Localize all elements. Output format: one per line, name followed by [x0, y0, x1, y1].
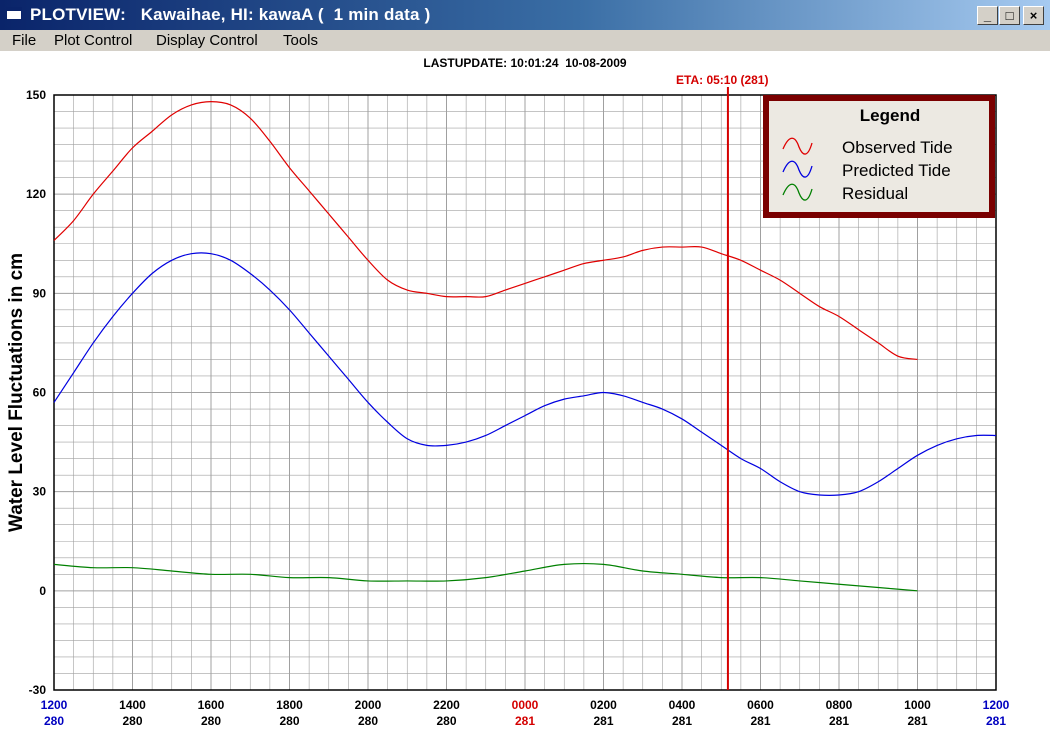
x-tick-day: 281 [750, 714, 770, 728]
x-tick-day: 280 [44, 714, 64, 728]
x-tick-day: 281 [593, 714, 613, 728]
close-button[interactable]: × [1023, 6, 1044, 25]
x-tick-time: 0400 [669, 698, 696, 712]
legend-box: Legend Observed Tide Predicted Tide Residua… [763, 95, 995, 218]
menu-plot-control[interactable]: Plot Control [54, 32, 133, 49]
x-tick-time: 1200 [983, 698, 1010, 712]
series-residual-line [53, 562, 918, 592]
x-tick-day: 281 [907, 714, 927, 728]
series-observed-tide-line [53, 101, 918, 361]
x-tick-time: 0000 [512, 698, 539, 712]
menu-tools[interactable]: Tools [283, 32, 319, 49]
x-tick-day: 281 [829, 714, 849, 728]
legend-frame [763, 95, 995, 218]
menu-display-control[interactable]: Display Control [156, 32, 258, 49]
series-predicted-tide-line [53, 252, 997, 496]
legend-entry-label: Predicted Tide [842, 161, 951, 180]
x-tick-day: 280 [358, 714, 378, 728]
x-tick-day: 281 [515, 714, 535, 728]
window-title: PLOTVIEW: Kawaihae, HI: kawaA ( 1 min da… [30, 5, 431, 24]
x-tick-day: 280 [279, 714, 299, 728]
plot-frame [53, 94, 997, 691]
legend-entry-label: Residual [842, 184, 908, 203]
y-axis-label: Water Level Fluctuations in cm [6, 253, 27, 532]
y-tick-label: 60 [33, 386, 47, 400]
x-tick-time: 0200 [590, 698, 617, 712]
legend-title: Legend [860, 106, 920, 125]
y-tick-label: -30 [29, 683, 47, 697]
x-tick-time: 1800 [276, 698, 303, 712]
legend-entry-label: Observed Tide [842, 138, 953, 157]
y-tick-label: 120 [26, 187, 46, 201]
legend-swatch-icon [782, 137, 813, 155]
title-bar: PLOTVIEW: Kawaihae, HI: kawaA ( 1 min da… [0, 0, 1050, 30]
y-tick-label: 30 [33, 485, 47, 499]
maximize-button[interactable]: □ [999, 6, 1020, 25]
app-icon [6, 7, 22, 20]
x-tick-time: 1200 [41, 698, 68, 712]
y-tick-label: 150 [26, 88, 46, 102]
y-tick-label: 90 [33, 286, 47, 300]
x-tick-time: 1600 [198, 698, 225, 712]
x-tick-time: 0600 [747, 698, 774, 712]
x-tick-day: 281 [672, 714, 692, 728]
x-tick-day: 281 [986, 714, 1006, 728]
y-tick-label: 0 [39, 584, 46, 598]
last-update-label: LASTUPDATE: 10:01:24 10-08-2009 [423, 56, 627, 70]
x-tick-time: 0800 [826, 698, 853, 712]
x-tick-day: 280 [122, 714, 142, 728]
x-tick-day: 280 [436, 714, 456, 728]
minimize-button[interactable]: _ [977, 6, 998, 25]
eta-label: ETA: 05:10 (281) [676, 73, 769, 87]
x-tick-day: 280 [201, 714, 221, 728]
legend-swatch-icon [782, 160, 813, 178]
x-tick-time: 1000 [904, 698, 931, 712]
x-tick-time: 2000 [355, 698, 382, 712]
menu-bar: File Plot Control Display Control Tools [0, 30, 1050, 51]
x-tick-time: 1400 [119, 698, 146, 712]
legend-swatch-icon [782, 183, 813, 201]
menu-file[interactable]: File [12, 32, 37, 49]
x-tick-time: 2200 [433, 698, 460, 712]
